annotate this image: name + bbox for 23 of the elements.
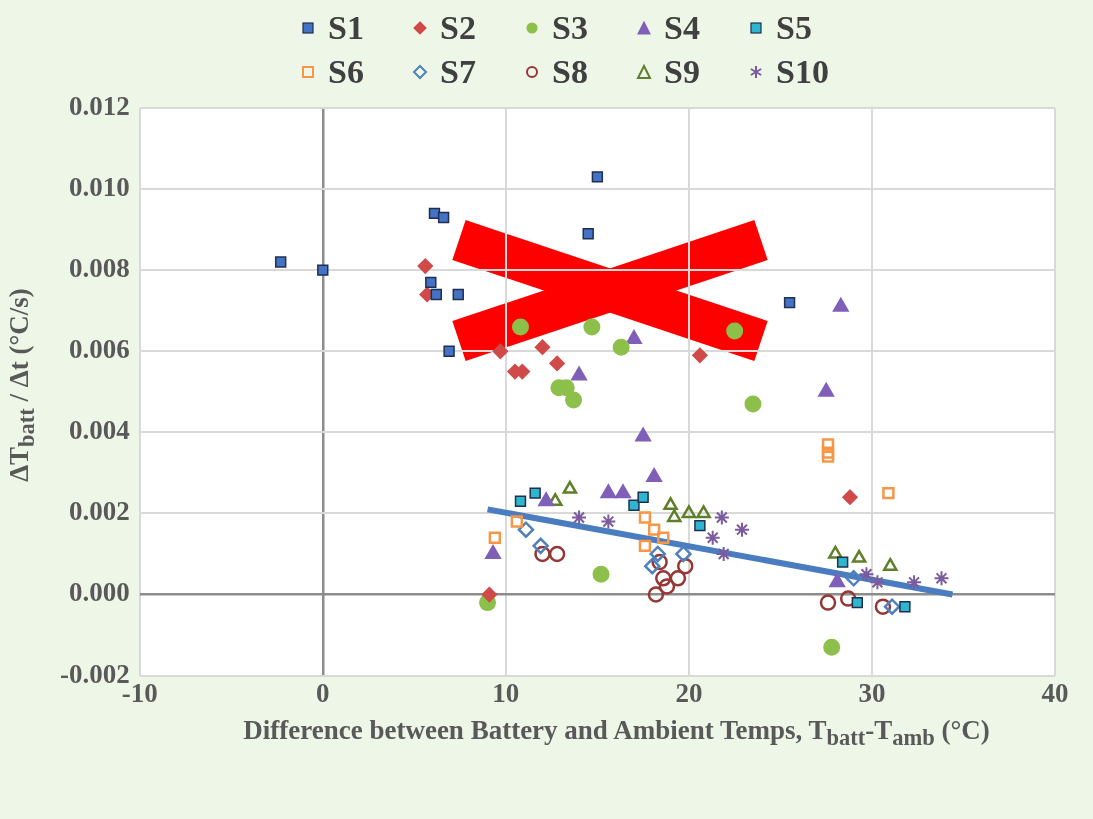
y-tick-label: 0.012	[68, 90, 130, 121]
y-tick-label: 0.006	[68, 334, 130, 365]
y-tick-label: 0.004	[68, 415, 130, 446]
y-tick-label: 0.000	[68, 577, 130, 608]
x-tick-label: 10	[492, 677, 520, 708]
x-axis-title: Difference between Battery and Ambient Temps, T$_{batt}$-T$_{amb}$ (°C)	[242, 714, 991, 753]
legend-label: S5	[776, 8, 812, 48]
legend-label: S1	[328, 8, 364, 48]
y-tick-label: 0.002	[68, 496, 130, 527]
legend-label: S10	[776, 52, 829, 92]
legend-label: S6	[328, 52, 364, 92]
legend-label: S2	[440, 8, 476, 48]
x-tick-label: 40	[1041, 677, 1069, 708]
y-tick-label: 0.008	[68, 253, 130, 284]
legend-label: S7	[440, 52, 476, 92]
y-tick-label: 0.010	[68, 172, 130, 203]
x-tick-label: 0	[316, 677, 330, 708]
legend-label: S4	[664, 8, 700, 48]
x-tick-label: 20	[675, 677, 703, 708]
x-tick-label: 30	[858, 677, 886, 708]
legend-label: S9	[664, 52, 700, 92]
legend-label: S8	[552, 52, 588, 92]
legend-label: S3	[552, 8, 588, 48]
